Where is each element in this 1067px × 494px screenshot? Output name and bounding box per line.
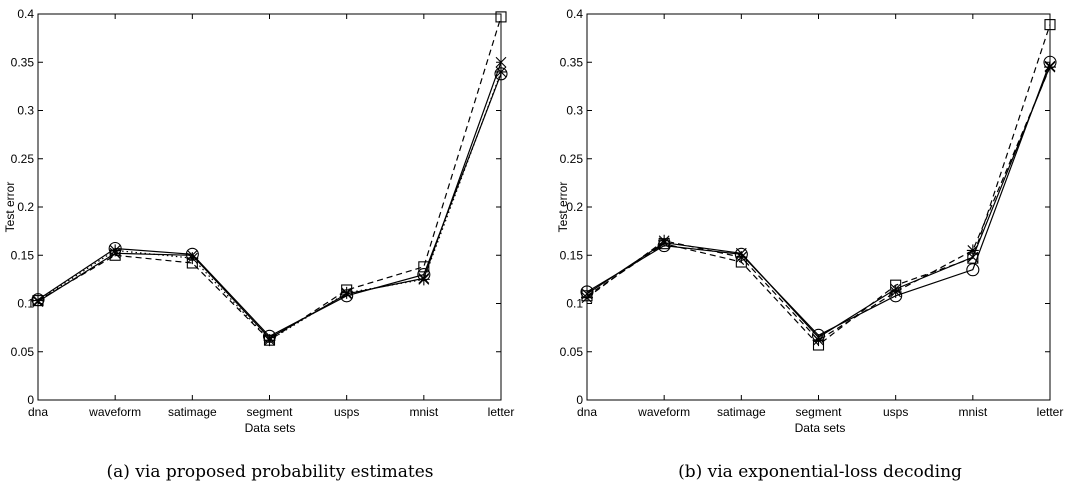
y-tick-label: 0.1 xyxy=(17,297,34,311)
x-tick-label: segment xyxy=(795,405,842,419)
series-line xyxy=(586,65,1051,339)
y-tick-label: 0.05 xyxy=(560,345,584,359)
y-axis-label: Test error xyxy=(556,182,570,233)
x-tick-label: usps xyxy=(334,405,359,419)
y-tick-label: 0.25 xyxy=(560,152,584,166)
star-marker xyxy=(581,291,593,304)
star-marker xyxy=(495,65,507,78)
y-tick-label: 0.2 xyxy=(17,200,34,214)
star-marker xyxy=(32,294,44,307)
star-marker xyxy=(658,234,671,247)
series-line xyxy=(37,71,502,341)
series-line xyxy=(37,16,502,341)
chart-panel-b: Test error Data sets (b) via exponential… xyxy=(556,7,1063,482)
star-marker xyxy=(889,285,902,298)
y-tick-label: 0.4 xyxy=(566,7,583,21)
x-tick-label: dna xyxy=(28,405,48,419)
y-tick-label: 0.1 xyxy=(566,297,583,311)
series-line xyxy=(586,62,1051,337)
circle-marker xyxy=(966,263,980,277)
y-tick-label: 0.05 xyxy=(11,345,35,359)
series-line xyxy=(586,66,1051,341)
star-marker xyxy=(812,334,825,347)
y-tick-label: 0.15 xyxy=(11,248,35,262)
star-marker xyxy=(417,273,430,286)
x-tick-label: letter xyxy=(488,405,515,419)
star-marker xyxy=(735,251,748,264)
y-tick-label: 0 xyxy=(27,393,34,407)
x-tick-label: waveform xyxy=(637,405,690,419)
x-tick-label: waveform xyxy=(88,405,141,419)
y-tick-label: 0.25 xyxy=(11,152,35,166)
series-line xyxy=(37,62,502,339)
x-tick-label: usps xyxy=(883,405,908,419)
series-line xyxy=(586,24,1051,346)
x-tick-label: dna xyxy=(577,405,597,419)
star-marker xyxy=(340,286,353,299)
x-tick-label: satimage xyxy=(168,405,217,419)
caption-a: (a) via proposed probability estimates xyxy=(106,462,433,482)
square-marker xyxy=(495,11,507,23)
y-tick-label: 0.3 xyxy=(17,104,34,118)
y-tick-label: 0.3 xyxy=(566,104,583,118)
y-tick-label: 0.2 xyxy=(566,200,583,214)
star-marker xyxy=(109,244,122,257)
star-marker xyxy=(966,244,979,257)
star-marker xyxy=(263,334,276,347)
star-marker xyxy=(186,252,199,265)
square-marker xyxy=(1044,19,1056,31)
y-tick-label: 0 xyxy=(576,393,583,407)
y-axis-label: Test error xyxy=(3,182,17,233)
y-tick-label: 0.4 xyxy=(17,7,34,21)
caption-b: (b) via exponential-loss decoding xyxy=(678,462,962,482)
x-tick-label: mnist xyxy=(409,405,438,419)
y-tick-label: 0.35 xyxy=(560,55,584,69)
x-marker xyxy=(495,56,507,68)
x-tick-label: satimage xyxy=(717,405,766,419)
x-axis-label: Data sets xyxy=(795,421,846,435)
y-tick-label: 0.15 xyxy=(560,248,584,262)
x-tick-label: letter xyxy=(1037,405,1064,419)
x-axis-label: Data sets xyxy=(245,421,296,435)
star-marker xyxy=(1044,61,1056,74)
series-line xyxy=(37,73,502,338)
chart-panel-a: Test error Data sets (a) via proposed pr… xyxy=(3,7,514,482)
x-tick-label: segment xyxy=(246,405,293,419)
y-tick-label: 0.35 xyxy=(11,55,35,69)
x-tick-label: mnist xyxy=(958,405,987,419)
